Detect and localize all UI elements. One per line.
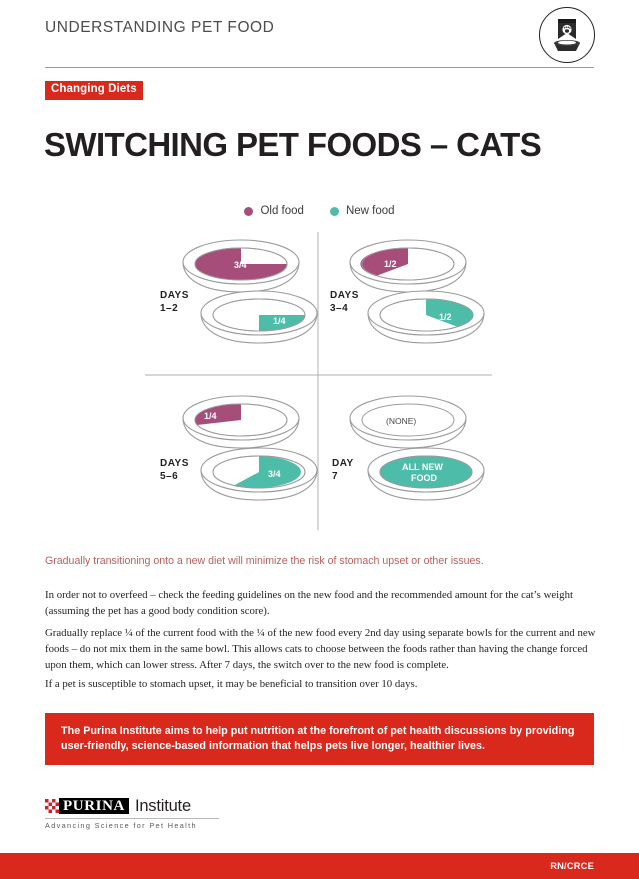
pet-food-bag-icon: [539, 7, 595, 63]
logo-tagline: Advancing Science for Pet Health: [45, 820, 197, 830]
day-label-7-line2: 7: [332, 471, 338, 482]
day-label-1-2-line2: 1–2: [160, 303, 178, 314]
bowl-amount-old-days-5-6: 1/4: [204, 411, 217, 421]
logo-divider: [45, 817, 219, 819]
lede-text: Gradually transitioning onto a new diet …: [45, 555, 484, 567]
bowl-amount-new-days-1-2: 1/4: [273, 316, 286, 326]
logo-wordmark-row: PURINA Institute: [45, 798, 219, 815]
mission-callout-text: The Purina Institute aims to help put nu…: [61, 724, 575, 752]
legend-label-new-food: New food: [345, 205, 395, 217]
bottom-bar: RN/CRCE: [0, 853, 639, 879]
bowl-old-days-5-6: 1/4: [182, 395, 300, 449]
body-paragraph-2: Gradually replace ¼ of the current food …: [45, 627, 596, 671]
legend-dot-old-food: [244, 206, 254, 216]
header-divider: [45, 67, 594, 68]
quadrant-days-3-4: DAYS 3–4 1/2 1/2: [330, 239, 485, 344]
bowl-amount-old-day-7: (NONE): [386, 416, 416, 426]
feeding-schedule-diagram: DAYS 1–2 3/4 1/4: [0, 228, 639, 540]
legend-dot-new-food: [329, 206, 339, 216]
page-kicker: UNDERSTANDING PET FOOD: [45, 19, 275, 36]
bowl-old-day-7: (NONE): [349, 395, 467, 449]
legend-item-old-food: Old food: [244, 205, 304, 217]
day-label-7-line1: DAY: [332, 458, 354, 469]
logo-word: Institute: [134, 797, 191, 815]
bowl-amount-new-day-7-line1: ALL NEW: [402, 462, 443, 472]
day-label-5-6-line2: 5–6: [160, 471, 178, 482]
bowl-new-days-3-4: 1/2: [367, 290, 485, 344]
body-paragraph-1: In order not to overfeed – check the fee…: [45, 589, 573, 617]
bowl-new-day-7: ALL NEW FOOD: [367, 447, 485, 501]
bowl-amount-new-day-7-line2: FOOD: [411, 473, 437, 483]
bowl-new-days-1-2: 1/4: [200, 290, 318, 344]
day-label-1-2-line1: DAYS: [160, 290, 189, 301]
bowl-old-days-3-4: 1/2: [349, 239, 467, 293]
day-label-3-4-line2: 3–4: [330, 303, 348, 314]
quadrant-days-5-6: DAYS 5–6 1/4 3/4: [160, 395, 318, 501]
quadrant-days-1-2: DAYS 1–2 3/4 1/4: [160, 239, 318, 344]
logo-brand: PURINA: [59, 798, 129, 815]
bowl-new-days-5-6: 3/4: [200, 447, 318, 501]
bottom-bar-code: RN/CRCE: [550, 861, 594, 871]
page-title: SWITCHING PET FOODS – CATS: [44, 126, 542, 163]
day-label-3-4-line1: DAYS: [330, 290, 359, 301]
quadrant-day-7: DAY 7 (NONE) ALL NEW FOOD: [332, 395, 485, 501]
checkerboard-icon: [45, 799, 59, 814]
legend: Old food New food: [0, 205, 639, 217]
legend-item-new-food: New food: [329, 205, 395, 217]
bowl-amount-old-days-3-4: 1/2: [384, 259, 397, 269]
bowl-amount-new-days-5-6: 3/4: [268, 469, 281, 479]
legend-label-old-food: Old food: [260, 205, 304, 217]
body-paragraph-3: If a pet is susceptible to stomach upset…: [45, 678, 418, 690]
bowl-amount-old-days-1-2: 3/4: [234, 260, 247, 270]
day-label-5-6-line1: DAYS: [160, 458, 189, 469]
purina-institute-logo: PURINA Institute Advancing Science for P…: [45, 798, 219, 830]
bowl-amount-new-days-3-4: 1/2: [439, 312, 452, 322]
bowl-old-days-1-2: 3/4: [182, 239, 300, 293]
category-tag: Changing Diets: [45, 81, 143, 100]
mission-callout: The Purina Institute aims to help put nu…: [45, 713, 594, 765]
